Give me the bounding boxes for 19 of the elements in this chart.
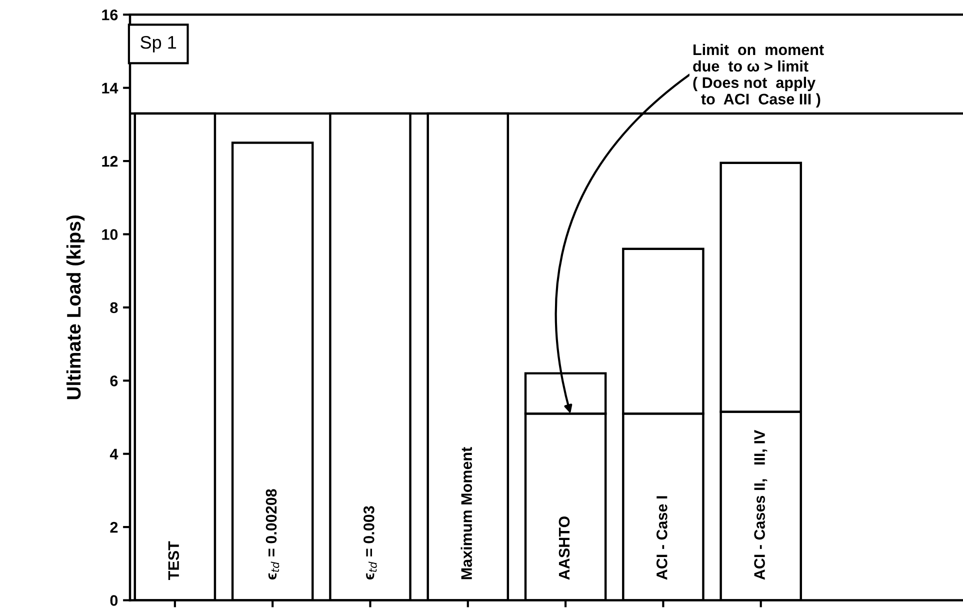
x-tick-label: AASHTO <box>558 516 570 580</box>
y-tick-label: 10 <box>102 229 118 240</box>
y-tick-label: 16 <box>102 10 118 20</box>
x-tick-label: ϵ$_{td}$ = 0.00208 <box>266 489 280 580</box>
y-axis-title: Ultimate Load (kips) <box>66 215 85 400</box>
y-tick-label: 6 <box>110 376 118 386</box>
y-tick-label: 8 <box>110 302 118 314</box>
annotation: Limit on moment due to ω > limit ( Does not apply to ACI Case III ) <box>693 44 824 108</box>
y-tick-label: 0 <box>110 595 118 606</box>
y-tick-label: 4 <box>110 448 118 460</box>
x-tick-label: ACI - Cases II, III, IV <box>754 430 768 580</box>
x-tick-label: ACI - Case I <box>656 496 668 580</box>
x-tick-label: Maximum Moment <box>460 447 472 580</box>
y-tick-label: 2 <box>110 522 118 533</box>
y-tick-label: 12 <box>102 156 118 167</box>
annotation: Sp 1 <box>140 36 176 52</box>
x-tick-label: ϵ$_{td}$ = 0.003 <box>363 506 377 580</box>
x-tick-label: TEST <box>168 541 180 580</box>
y-tick-label: 14 <box>102 82 118 94</box>
